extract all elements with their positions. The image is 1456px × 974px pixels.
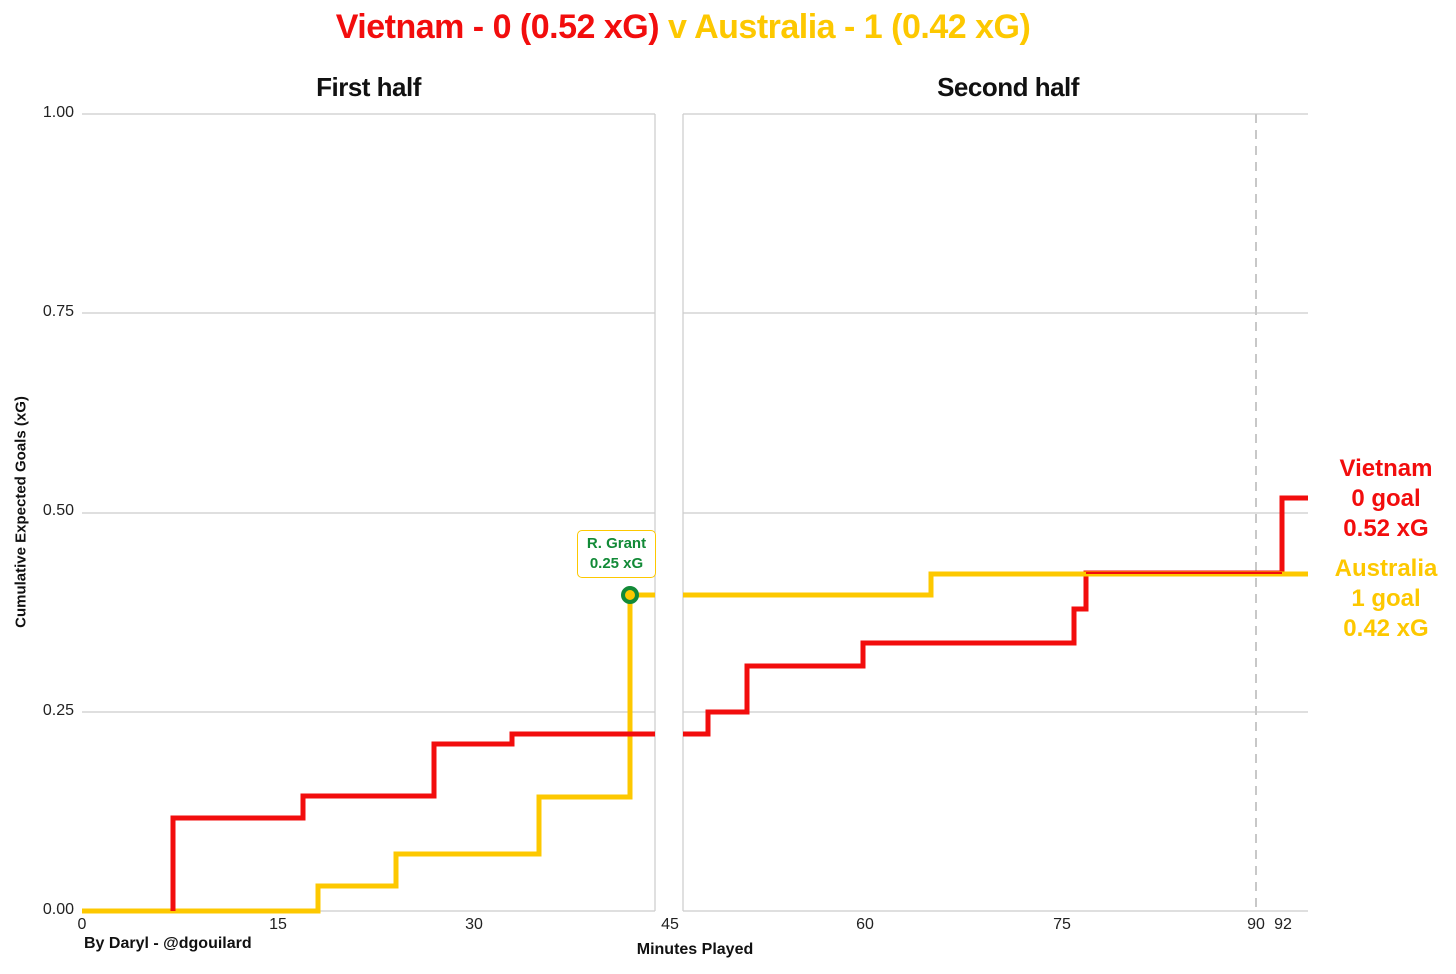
x-tick: 30: [465, 916, 483, 933]
credit-text: By Daryl - @dgouilard: [84, 935, 252, 952]
title-home: Vietnam - 0 (0.52 xG): [335, 8, 660, 46]
annotation-xg: 0.25 xG: [589, 555, 644, 572]
goal-annotation: R. Grant 0.25 xG: [577, 530, 656, 578]
x-tick: 0: [77, 916, 87, 933]
x-tick: 92: [1274, 916, 1292, 933]
x-tick: 75: [1053, 916, 1071, 933]
y-tick: 0.00: [42, 901, 74, 918]
end-label-team: Australia: [1334, 555, 1438, 582]
facet-title-second-half: Second half: [937, 72, 1079, 102]
x-tick: 60: [856, 916, 874, 933]
gridlines: [82, 113, 1308, 912]
australia-line-second-half: [683, 571, 1308, 598]
y-tick: 0.50: [42, 502, 74, 519]
end-label-australia: Australia 1 goal 0.42 xG: [1326, 554, 1446, 644]
y-tick: 0.75: [42, 303, 74, 320]
vietnam-line-first-half: [170, 731, 655, 911]
y-tick: 1.00: [42, 104, 74, 121]
vietnam-line-second-half: [683, 495, 1308, 737]
goal-marker-icon: [621, 586, 639, 604]
end-label-goals: 0 goal: [1351, 485, 1421, 512]
x-axis-label: Minutes Played: [636, 941, 754, 958]
x-tick: 15: [269, 916, 287, 933]
end-label-vietnam: Vietnam 0 goal 0.52 xG: [1330, 454, 1442, 544]
chart-title: Vietnam - 0 (0.52 xG) v Australia - 1 (0…: [0, 8, 1366, 47]
end-label-goals: 1 goal: [1351, 585, 1421, 612]
x-tick: 45: [661, 916, 679, 933]
y-tick: 0.25: [42, 702, 74, 719]
x-tick: 90: [1247, 916, 1265, 933]
end-label-xg: 0.52 xG: [1343, 515, 1429, 542]
end-label-team: Vietnam: [1339, 455, 1433, 482]
annotation-player: R. Grant: [586, 535, 647, 552]
australia-line-first-half: [82, 592, 655, 914]
end-label-xg: 0.42 xG: [1343, 615, 1429, 642]
title-away: v Australia - 1 (0.42 xG): [668, 8, 1031, 46]
facet-title-first-half: First half: [316, 72, 421, 102]
